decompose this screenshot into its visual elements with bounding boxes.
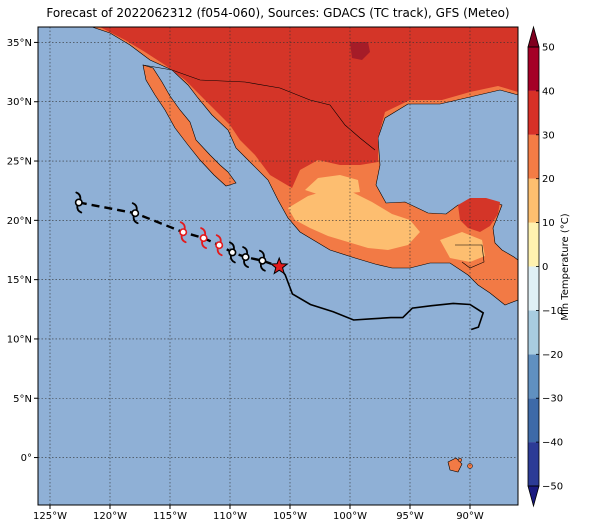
graticule (38, 27, 518, 505)
land-mild-north (305, 175, 360, 195)
land-baja-california (142, 64, 237, 187)
lon-tick-label: 125°W (33, 511, 67, 522)
colorbar-tick-label: −50 (542, 482, 563, 493)
colorbar-tick-label: 10 (542, 218, 555, 229)
current-position-star-icon (269, 256, 289, 275)
colorbar-segment (528, 90, 539, 135)
lat-tick-label: 25°N (7, 157, 32, 168)
tropical-storm-symbol-icon (228, 241, 237, 264)
colorbar-label: Min Temperature (°C) (560, 213, 571, 321)
land-hot-region (100, 27, 518, 188)
lon-tick-label: 105°W (273, 511, 307, 522)
colorbar-segment (528, 310, 539, 355)
lon-tick-label: 120°W (93, 511, 127, 522)
colorbar-segment (528, 266, 539, 311)
colorbar-tick-label: 40 (542, 86, 555, 97)
lat-tick-label: 15°N (7, 275, 32, 286)
land-very-hot-spot (350, 42, 370, 60)
lat-tick-label: 5°N (13, 394, 32, 405)
hurricane-symbol-icon (199, 227, 208, 250)
colorbar-segment (528, 178, 539, 223)
map-frame (37, 26, 519, 506)
colorbar-segment (528, 442, 539, 486)
land-galapagos (447, 457, 463, 473)
colorbar-segment (528, 134, 539, 179)
observed-track-line (278, 266, 485, 331)
map-title: Forecast of 2022062312 (f054-060), Sourc… (46, 6, 510, 20)
lat-tick-label: 20°N (7, 216, 32, 227)
land-mild-highlands (288, 190, 420, 250)
lon-tick-label: 115°W (153, 511, 187, 522)
tropical-storm-symbol-icon (241, 246, 250, 269)
colorbar-min-extend (527, 485, 540, 508)
colorbar-max-extend (527, 25, 540, 48)
colorbar-tick-label: 20 (542, 174, 555, 185)
lat-tick-label: 30°N (7, 97, 32, 108)
hurricane-symbol-icon (179, 221, 188, 244)
colorbar-segment (528, 47, 539, 91)
storm-symbols (74, 191, 267, 272)
land-galapagos-islet (457, 457, 463, 463)
lon-tick-label: 100°W (333, 511, 367, 522)
lat-tick-label: 35°N (7, 38, 32, 49)
colorbar-tick-label: −40 (542, 438, 563, 449)
longitude-tick-labels: 125°W 120°W 115°W 110°W 105°W 100°W 95°W 90°W (33, 505, 484, 522)
lon-tick-label: 95°W (396, 511, 424, 522)
colorbar-tick-label: −20 (542, 350, 563, 361)
lon-tick-label: 90°W (456, 511, 484, 522)
land-yucatan (458, 198, 500, 232)
colorbar-tick-label: 0 (542, 262, 548, 273)
tropical-storm-symbol-icon (74, 191, 83, 214)
tropical-storm-symbol-icon (258, 249, 267, 272)
lat-tick-label: 10°N (7, 334, 32, 345)
colorbar-tick-labels: 50 40 30 20 10 0 −10 −20 −30 −40 −50 (536, 43, 563, 493)
colorbar-tick-label: 50 (542, 43, 555, 54)
hurricane-symbol-icon (215, 234, 224, 257)
colorbar-segment (528, 354, 539, 399)
colorbar-tick-label: −30 (542, 394, 563, 405)
us-mexico-border (142, 64, 376, 151)
colorbar-tick-label: −10 (542, 306, 563, 317)
colorbar-segment (528, 398, 539, 443)
latitude-tick-labels: 35°N 30°N 25°N 20°N 15°N 10°N 5°N 0° (7, 38, 38, 464)
lon-tick-label: 110°W (213, 511, 247, 522)
tropical-storm-symbol-icon (131, 202, 140, 225)
land-mild-guatemala (440, 232, 485, 262)
lat-tick-label: 0° (21, 453, 32, 464)
colorbar-segment (528, 222, 539, 267)
colorbar-tick-label: 30 (542, 130, 555, 141)
guatemala-border (455, 244, 485, 269)
